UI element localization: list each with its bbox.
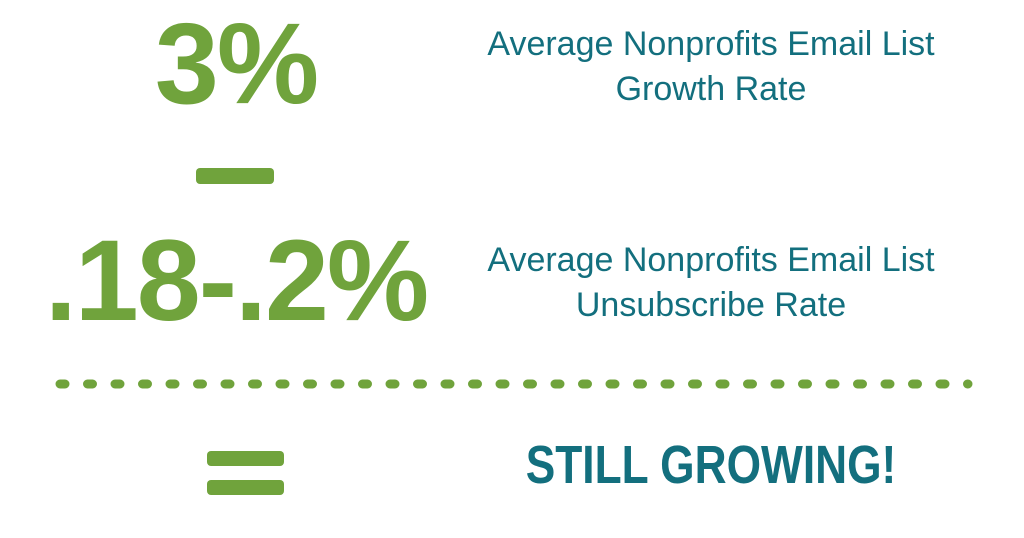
unsubscribe-rate-label-line-1: Average Nonprofits Email List <box>487 241 935 279</box>
growth-rate-label-line-2: Growth Rate <box>615 70 807 108</box>
growth-rate-label-line-1: Average Nonprofits Email List <box>487 25 935 63</box>
growth-rate-value: 3% <box>154 0 319 128</box>
unsubscribe-rate-label: Average Nonprofits Email List Unsubscrib… <box>460 238 962 328</box>
equals-bar-top <box>207 451 284 466</box>
growth-rate-label: Average Nonprofits Email List Growth Rat… <box>460 22 962 112</box>
unsubscribe-rate-label-line-2: Unsubscribe Rate <box>575 286 847 324</box>
minus-icon <box>196 168 274 184</box>
equals-icon <box>207 451 284 495</box>
dashed-divider-icon <box>54 379 974 389</box>
equals-bar-bottom <box>207 480 284 495</box>
unsubscribe-rate-value: .18-.2% <box>44 217 429 345</box>
result-text: STILL GROWING! <box>525 435 897 495</box>
